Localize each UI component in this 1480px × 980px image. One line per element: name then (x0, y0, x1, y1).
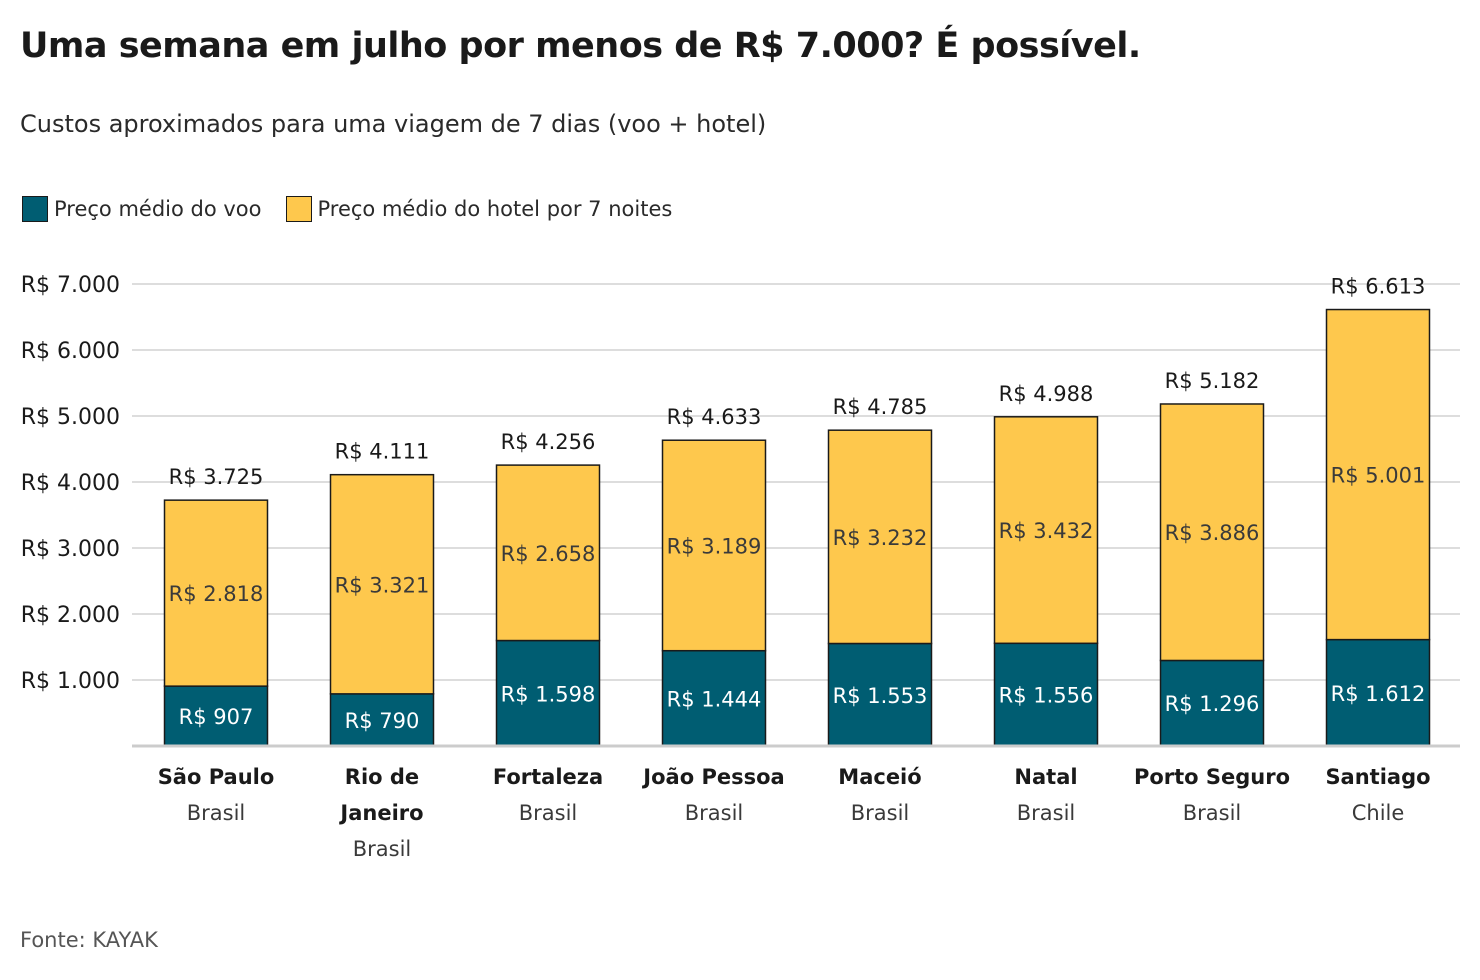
legend-swatch-hotel (285, 196, 312, 222)
legend-swatch-flight (22, 196, 48, 222)
x-tick-label-country: Brasil (519, 801, 578, 825)
data-label-hotel: R$ 5.001 (1331, 464, 1426, 488)
bar-hotel-3 (661, 439, 767, 652)
x-tick-label-city: Porto Seguro (1134, 765, 1290, 789)
bar-hotel-2 (495, 464, 601, 642)
data-label-hotel: R$ 3.321 (335, 573, 430, 597)
bar-flight-4 (827, 642, 933, 747)
bar-flight-3 (661, 649, 767, 747)
data-label-flight: R$ 1.556 (999, 684, 1094, 708)
y-tick-label: R$ 2.000 (21, 603, 120, 628)
x-tick-label-country: Brasil (1183, 801, 1242, 825)
data-label-hotel: R$ 3.886 (1165, 521, 1260, 545)
data-label-hotel: R$ 3.232 (833, 526, 928, 550)
bar-flight-2 (495, 639, 601, 747)
bar-hotel-0 (163, 499, 269, 687)
stacked-bar-chart: R$ 1.000 R$ 2.000 R$ 3.000 R$ 4.000 R$ 5.000… (21, 273, 1460, 861)
x-tick-label-city: João Pessoa (641, 765, 784, 789)
data-label-flight: R$ 790 (345, 709, 420, 733)
data-label-total: R$ 3.725 (169, 465, 264, 489)
legend-label-hotel: Preço médio do hotel por 7 noites (317, 197, 673, 221)
bar-flight-1 (329, 693, 435, 747)
x-tick-label-city: Natal (1014, 765, 1077, 789)
x-tick-label-country: Brasil (353, 837, 412, 861)
data-label-flight: R$ 1.296 (1165, 692, 1260, 716)
data-label-hotel: R$ 3.432 (999, 519, 1094, 543)
data-label-total: R$ 4.785 (833, 395, 928, 419)
x-tick-label-country: Brasil (187, 801, 246, 825)
data-label-flight: R$ 907 (179, 705, 254, 729)
chart-subtitle: Custos aproximados para uma viagem de 7 … (20, 110, 767, 138)
legend: Preço médio do voo Preço médio do hotel … (22, 196, 696, 222)
y-tick-label: R$ 4.000 (21, 471, 120, 496)
data-label-hotel: R$ 2.658 (501, 542, 596, 566)
x-tick-label-city: Janeiro (338, 801, 423, 825)
data-label-total: R$ 4.256 (501, 430, 596, 454)
y-tick-label: R$ 1.000 (21, 669, 120, 694)
y-tick-label: R$ 7.000 (21, 273, 120, 298)
bar-hotel-6 (1159, 403, 1265, 662)
source-note: Fonte: KAYAK (20, 928, 158, 952)
x-tick-label-country: Brasil (685, 801, 744, 825)
chart-title: Uma semana em julho por menos de R$ 7.00… (20, 26, 1141, 66)
legend-item-hotel: Preço médio do hotel por 7 noites (285, 196, 673, 222)
data-label-hotel: R$ 2.818 (169, 582, 264, 606)
data-label-hotel: R$ 3.189 (667, 534, 762, 558)
data-label-total: R$ 6.613 (1331, 275, 1426, 299)
x-tick-label-city: Fortaleza (493, 765, 603, 789)
bar-flight-7 (1325, 638, 1431, 747)
data-label-total: R$ 4.111 (335, 440, 430, 464)
data-label-flight: R$ 1.444 (667, 687, 762, 711)
data-label-flight: R$ 1.598 (501, 682, 596, 706)
y-tick-label: R$ 5.000 (21, 405, 120, 430)
x-tick-label-country: Chile (1352, 801, 1405, 825)
y-tick-label: R$ 6.000 (21, 339, 120, 364)
x-tick-label-city: Maceió (838, 765, 921, 789)
x-tick-label-city: Rio de (345, 765, 419, 789)
x-tick-label-country: Brasil (851, 801, 910, 825)
data-label-flight: R$ 1.612 (1331, 682, 1426, 706)
bar-hotel-1 (329, 473, 435, 695)
y-tick-label: R$ 3.000 (21, 537, 120, 562)
data-label-total: R$ 4.633 (667, 405, 762, 429)
x-tick-label-city: São Paulo (158, 765, 275, 789)
x-tick-label-country: Brasil (1017, 801, 1076, 825)
bar-hotel-5 (993, 416, 1099, 645)
x-tick-label-city: Santiago (1325, 765, 1430, 789)
bar-flight-5 (993, 642, 1099, 747)
data-label-flight: R$ 1.553 (833, 684, 928, 708)
bar-hotel-4 (827, 429, 933, 645)
data-label-total: R$ 4.988 (999, 382, 1094, 406)
legend-item-flight: Preço médio do voo (22, 196, 262, 222)
bar-hotel-7 (1325, 308, 1431, 641)
legend-label-flight: Preço médio do voo (54, 197, 262, 221)
data-label-total: R$ 5.182 (1165, 369, 1260, 393)
bar-flight-0 (163, 685, 269, 747)
